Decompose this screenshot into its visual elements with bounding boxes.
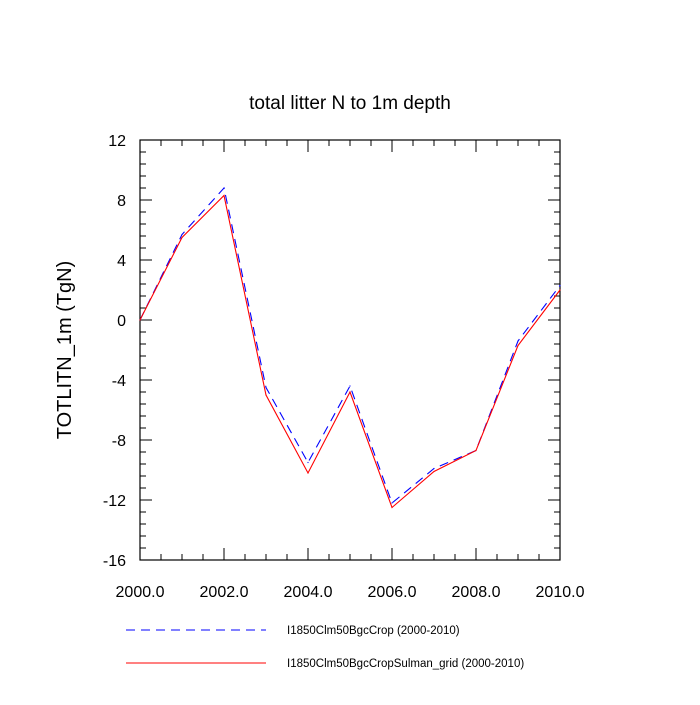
legend-label: I1850Clm50BgcCrop (2000-2010) (287, 625, 460, 637)
data-point (307, 461, 309, 464)
y-tick-label: 0 (117, 313, 126, 330)
plot-frame (139, 139, 561, 561)
data-point (181, 236, 183, 239)
data-point (139, 319, 141, 321)
data-point (349, 385, 351, 387)
data-point (559, 284, 561, 287)
y-tick-label: 8 (117, 193, 126, 210)
y-axis-label: TOTLITN_1m (TgN) (54, 261, 76, 440)
y-tick-label: 4 (117, 253, 126, 270)
data-point (433, 470, 435, 473)
data-point (307, 472, 309, 474)
legend: I1850Clm50BgcCrop (2000-2010) I1850Clm50B… (126, 625, 524, 670)
legend-label: I1850Clm50BgcCropSulman_grid (2000-2010) (287, 658, 524, 670)
data-point (391, 502, 393, 504)
data-point (433, 467, 435, 470)
y-tick-label: 12 (108, 133, 126, 150)
y-tick-label: -4 (112, 373, 126, 390)
data-point (223, 187, 225, 189)
chart-title: total litter N to 1m depth (249, 93, 451, 114)
data-point (517, 340, 519, 342)
x-tick-label: 2006.0 (368, 584, 417, 601)
data-point (559, 289, 561, 291)
x-tick-label: 2002.0 (200, 584, 249, 601)
x-tick-label: 2010.0 (536, 584, 585, 601)
x-tick-label: 2000.0 (116, 584, 165, 601)
plot-area: 2000.0 2002.0 2004.0 2006.0 2008.0 2010.0 12 8 4… (103, 133, 585, 601)
y-tick-label: -8 (112, 433, 126, 450)
data-point (475, 449, 477, 452)
data-point (223, 194, 225, 197)
data-point (349, 391, 351, 393)
series-line-1 (139, 186, 561, 504)
data-point (517, 344, 519, 347)
x-tick-label: 2008.0 (452, 584, 501, 601)
data-point (181, 233, 183, 236)
data-point (391, 506, 393, 509)
x-tick-label: 2004.0 (284, 584, 333, 601)
y-tick-label: -16 (103, 553, 126, 570)
series-line-2 (139, 194, 561, 509)
y-tick-label: -12 (103, 493, 126, 510)
data-point (265, 386, 267, 389)
data-point (265, 394, 267, 396)
